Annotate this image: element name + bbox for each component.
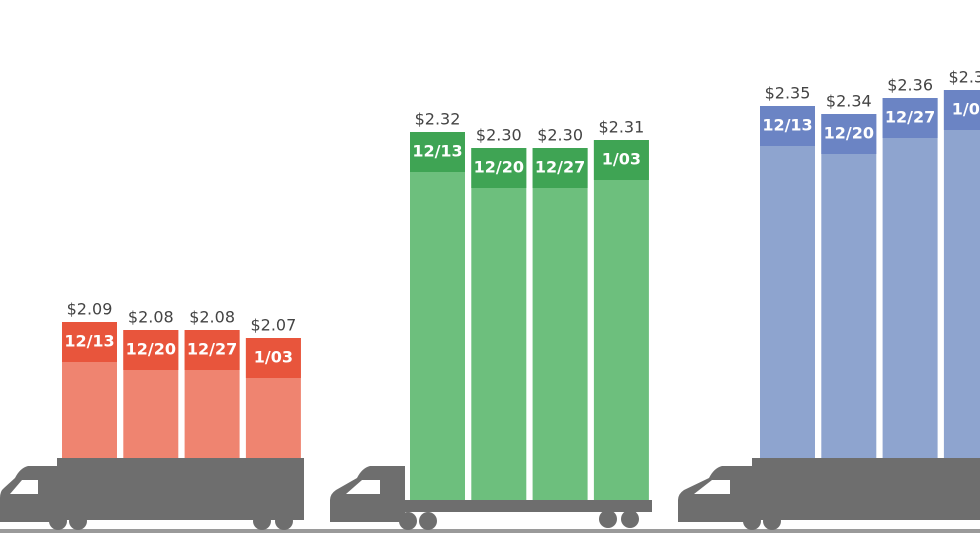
bar <box>593 140 649 500</box>
bar-date-band <box>184 330 240 370</box>
truck <box>678 458 980 530</box>
bar-date-band <box>593 140 649 180</box>
bar-date-band <box>943 90 980 130</box>
bar-date-band <box>532 148 588 188</box>
bar-category-label: 12/27 <box>187 340 237 359</box>
bar <box>760 106 815 458</box>
bar-value-label: $2.31 <box>598 118 644 137</box>
bar-category-label: 12/20 <box>474 158 524 177</box>
bar-category-label: 12/27 <box>885 108 935 127</box>
bar-value-label: $2.36 <box>887 76 933 95</box>
bar-value-label: $2.37 <box>948 68 980 87</box>
bar-value-label: $2.08 <box>128 308 174 327</box>
bar-value-label: $2.34 <box>826 92 872 111</box>
bar-date-band <box>882 98 938 138</box>
bar-date-band <box>123 330 179 370</box>
bar <box>410 132 465 500</box>
bar-value-label: $2.32 <box>415 110 461 129</box>
bar-value-label: $2.30 <box>476 126 522 145</box>
bar <box>882 98 938 458</box>
bar-value-label: $2.09 <box>67 300 113 319</box>
bar-category-label: 12/20 <box>824 124 874 143</box>
bar-category-label: 12/13 <box>64 332 114 351</box>
truck <box>330 466 652 530</box>
bar-date-band <box>471 148 527 188</box>
bar-category-label: 12/20 <box>126 340 176 359</box>
bar-value-label: $2.08 <box>189 308 235 327</box>
bar-value-label: $2.07 <box>250 316 296 335</box>
bar <box>532 148 588 500</box>
bar-date-band <box>245 338 301 378</box>
bar-category-label: 12/13 <box>412 142 462 161</box>
bar-date-band <box>62 322 117 362</box>
bar-value-label: $2.35 <box>765 84 811 103</box>
bar <box>943 90 980 458</box>
bar-category-label: 1/03 <box>254 348 293 367</box>
bar <box>821 114 877 458</box>
bar-date-band <box>821 114 877 154</box>
bar-date-band <box>410 132 465 172</box>
bar-category-label: 12/13 <box>762 116 812 135</box>
bar <box>471 148 527 500</box>
bar-category-label: 1/03 <box>602 150 641 169</box>
bar-value-label: $2.30 <box>537 126 583 145</box>
bar-category-label: 1/03 <box>952 100 980 119</box>
bar-date-band <box>760 106 815 146</box>
bar-category-label: 12/27 <box>535 158 585 177</box>
truck <box>0 458 304 530</box>
